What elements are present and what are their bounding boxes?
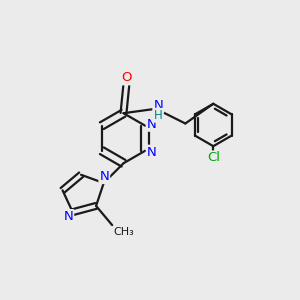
Text: CH₃: CH₃ [114, 227, 134, 238]
Text: N: N [147, 118, 157, 131]
Text: N: N [99, 170, 109, 183]
Text: N: N [147, 146, 157, 159]
Text: N: N [153, 99, 163, 112]
Text: O: O [121, 71, 132, 84]
Text: Cl: Cl [207, 152, 220, 164]
Text: H: H [154, 109, 163, 122]
Text: N: N [63, 210, 73, 223]
